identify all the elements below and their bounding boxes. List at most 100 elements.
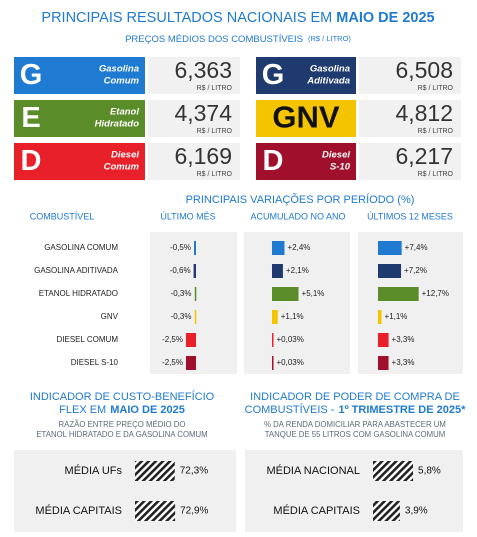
- subtitle-unit: (R$ / LITRO): [308, 34, 351, 43]
- variation-bar: [194, 241, 196, 255]
- fuel-name: Aditivada: [306, 76, 350, 87]
- indicator-subtitle: ETANOL HIDRATADO E DA GASOLINA COMUM: [36, 430, 207, 439]
- panel: [358, 232, 463, 374]
- variation-bar: [378, 264, 402, 278]
- variation-bar: [272, 310, 278, 324]
- value-label: -2,5%: [162, 335, 183, 344]
- indicator-label: MÉDIA NACIONAL: [266, 464, 360, 477]
- title: PRINCIPAIS RESULTADOS NACIONAIS EM MAIO D…: [41, 10, 434, 26]
- indicator-value: 72,3%: [180, 466, 208, 477]
- price-box: [359, 57, 461, 94]
- fuel-label: ETANOL HIDRATADO: [39, 289, 118, 298]
- fuel-letter: GNV: [272, 100, 340, 135]
- indicator-title-text: INDICADOR DE CUSTO-BENEFÍCIO: [30, 390, 215, 403]
- fuel-label: GNV: [101, 312, 119, 321]
- indicator-bar: [373, 501, 400, 521]
- panel: [244, 232, 350, 374]
- subtitle: PREÇOS MÉDIOS DOS COMBUSTÍVEIS (R$ / LITR…: [125, 34, 351, 45]
- value-label: +12,7%: [422, 289, 449, 298]
- value-label: +3,3%: [392, 358, 415, 367]
- indicator-value: 72,9%: [180, 506, 208, 517]
- variation-bar: [194, 287, 197, 301]
- fuel-badge: [256, 143, 356, 180]
- indicator-subtitle: % DA RENDA DOMICILIAR PARA ABASTECER UM: [264, 420, 446, 429]
- variation-bar: [272, 333, 274, 347]
- indicator-bar: [135, 501, 176, 521]
- indicator-title-emphasis: 1º TRIMESTRE DE 2025*: [338, 404, 466, 416]
- fuel-label: DIESEL S-10: [71, 358, 119, 367]
- value-label: +0,03%: [277, 358, 304, 367]
- indicator-title-emphasis: MAIO DE 2025: [110, 404, 185, 416]
- fuel-letter: G: [20, 59, 43, 91]
- indicator-label: MÉDIA UFs: [65, 464, 123, 477]
- value-label: -0,5%: [170, 243, 191, 252]
- price-box: [148, 57, 240, 94]
- variation-bar: [186, 333, 196, 347]
- fuel-label: GASOLINA ADITIVADA: [34, 266, 119, 275]
- variation-bar: [272, 241, 285, 255]
- title-emphasis: MAIO DE 2025: [336, 10, 434, 26]
- indicator-title-text: FLEX EM: [59, 404, 106, 416]
- indicator-title: FLEX EM MAIO DE 2025: [59, 404, 185, 416]
- price: 4,374: [174, 100, 232, 126]
- price-unit: R$ / LITRO: [418, 128, 454, 135]
- price-unit: R$ / LITRO: [197, 128, 233, 135]
- indicator-title: INDICADOR DE CUSTO-BENEFÍCIO: [30, 390, 215, 403]
- price-unit: R$ / LITRO: [197, 171, 233, 178]
- indicator-value: 5,8%: [418, 466, 441, 477]
- fuel-badge: [14, 143, 145, 180]
- indicator-title-text: INDICADOR DE PODER DE COMPRA DE: [250, 391, 460, 403]
- fuel-letter: D: [21, 145, 42, 177]
- value-label: +1,1%: [281, 312, 304, 321]
- column-header: ÚLTIMOS 12 MESES: [367, 211, 453, 221]
- price: 6,169: [174, 143, 232, 169]
- variation-bar: [272, 287, 299, 301]
- variation-bar: [272, 356, 274, 370]
- price: 6,508: [395, 57, 453, 83]
- fuel-name: Gasolina: [310, 64, 350, 75]
- fuel-badge: [256, 100, 356, 137]
- variation-bar: [378, 287, 419, 301]
- indicator-box: [245, 450, 463, 532]
- value-label: +3,3%: [392, 335, 415, 344]
- price: 4,812: [395, 100, 453, 126]
- indicator-bar: [135, 461, 175, 481]
- price-unit: R$ / LITRO: [418, 171, 454, 178]
- value-label: -0,3%: [171, 289, 192, 298]
- value-label: +5,1%: [302, 289, 325, 298]
- value-label: +2,1%: [286, 266, 309, 275]
- price-box: [148, 143, 240, 180]
- fuel-name: S-10: [330, 162, 351, 173]
- indicator-label: MÉDIA CAPITAIS: [35, 504, 122, 517]
- indicator-label: MÉDIA CAPITAIS: [273, 504, 360, 517]
- value-label: -0,3%: [171, 312, 192, 321]
- fuel-name: Etanol: [110, 107, 139, 118]
- value-label: +2,4%: [287, 243, 310, 252]
- fuel-badge: [14, 57, 145, 94]
- fuel-label: DIESEL COMUM: [57, 335, 119, 344]
- fuel-name: Diesel: [322, 150, 350, 161]
- indicator-subtitle: RAZÃO ENTRE PREÇO MÉDIO DO: [59, 420, 186, 429]
- column-header: ÚLTIMO MÊS: [160, 211, 215, 221]
- variation-bar: [272, 264, 283, 278]
- fuel-badge: [14, 100, 145, 137]
- variation-bar: [193, 264, 196, 278]
- indicator-title: COMBUSTÍVEIS -1º TRIMESTRE DE 2025*: [245, 403, 466, 416]
- fuel-name: Gasolina: [99, 64, 139, 75]
- fuel-name: Diesel: [111, 150, 139, 161]
- variations-title: PRINCIPAIS VARIAÇÕES POR PERÍODO (%): [186, 193, 415, 206]
- subtitle-text: PREÇOS MÉDIOS DOS COMBUSTÍVEIS: [125, 34, 303, 45]
- fuel-label: GASOLINA COMUM: [44, 243, 118, 252]
- value-label: -2,5%: [162, 358, 183, 367]
- price: 6,217: [395, 143, 453, 169]
- price-unit: R$ / LITRO: [197, 85, 233, 92]
- value-label: +7,2%: [404, 266, 427, 275]
- price-unit: R$ / LITRO: [418, 85, 454, 92]
- fuel-badge: [256, 57, 356, 94]
- fuel-letter: D: [263, 145, 284, 177]
- value-label: -0,6%: [170, 266, 191, 275]
- price-box: [359, 143, 461, 180]
- fuel-name: Comum: [104, 76, 140, 87]
- variation-bar: [378, 241, 402, 255]
